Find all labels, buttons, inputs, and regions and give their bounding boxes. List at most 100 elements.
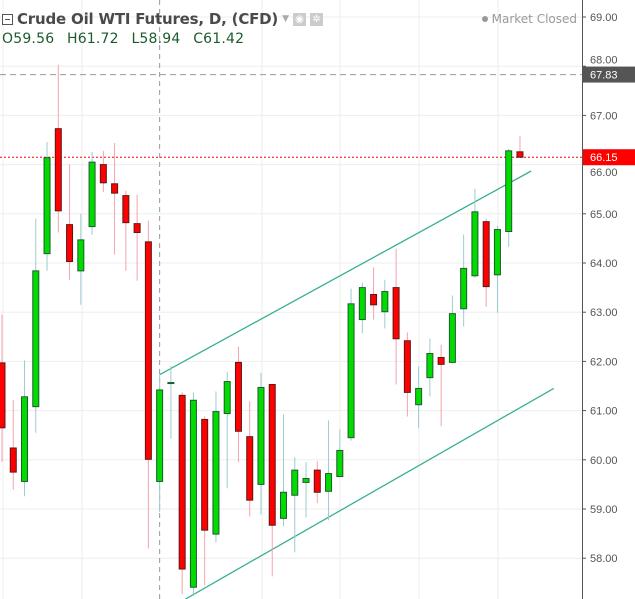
candle-body (313, 469, 321, 493)
candle-body (460, 267, 468, 310)
caret-down-icon[interactable]: ▼ (282, 14, 290, 24)
crosshair-price-label-bg (583, 66, 635, 83)
candle (54, 64, 62, 233)
candle (280, 414, 287, 527)
candle (0, 314, 6, 462)
candle-body (54, 128, 62, 212)
crosshair-price-label: 67.83 (590, 70, 618, 82)
candle (516, 136, 524, 158)
price-axis-label: 58.00 (590, 553, 618, 565)
eye-icon[interactable]: ◉ (293, 12, 307, 26)
candle-body (358, 287, 366, 321)
candle-body (516, 151, 524, 158)
candle-body (234, 361, 242, 432)
candle-body (0, 362, 6, 429)
candle (257, 372, 265, 515)
price-axis-label: 59.00 (590, 504, 618, 516)
candle-body (493, 229, 501, 276)
candle-body (144, 241, 152, 460)
candle (122, 190, 130, 271)
candle (21, 360, 29, 497)
price-axis-bg (582, 0, 635, 599)
candle (32, 218, 40, 433)
candle (178, 392, 186, 595)
candle-body (133, 223, 141, 233)
candle (471, 188, 479, 278)
candle (302, 462, 310, 518)
candle-body (280, 491, 287, 519)
symbol-title[interactable]: Crude Oil WTI Futures, D, (CFD) (17, 10, 279, 28)
candle (291, 457, 299, 553)
candle (437, 344, 445, 427)
price-axis-label: 69.00 (590, 12, 618, 24)
candle-body (201, 418, 209, 531)
candle (313, 461, 321, 504)
candle (77, 213, 85, 305)
candle (144, 220, 152, 549)
price-axis-label: 65.00 (590, 209, 618, 221)
candle (156, 375, 164, 512)
candle-body (32, 270, 40, 408)
open-value: O59.56 (2, 31, 55, 47)
ohlc-values: O59.56 H61.72 L58.94 C61.42 (2, 31, 323, 47)
candle-body (347, 303, 355, 439)
candle (9, 399, 17, 490)
market-status-label: Market Closed (491, 12, 577, 26)
candle (223, 371, 231, 489)
channel-trendline (185, 387, 555, 599)
candle (43, 141, 51, 271)
candle-body (505, 150, 513, 233)
price-axis-label: 62.00 (590, 356, 618, 368)
candle-body (212, 411, 220, 535)
candle (358, 282, 366, 334)
candle-body (257, 386, 265, 485)
candle (234, 346, 242, 463)
candle-body (381, 291, 389, 313)
candle-body (43, 157, 51, 255)
close-value: C61.42 (193, 31, 245, 47)
price-axis-label: 61.00 (590, 406, 618, 418)
candle-body (66, 224, 74, 263)
channel-trendline (159, 170, 532, 376)
candle (460, 234, 468, 327)
candle (246, 401, 254, 517)
candle (347, 288, 355, 441)
candle (133, 194, 141, 281)
candle (505, 148, 513, 247)
candle-body (291, 469, 299, 496)
status-dot-icon (481, 16, 488, 22)
price-axis-label: 60.00 (590, 455, 618, 467)
candle (66, 164, 74, 280)
candle (381, 279, 389, 329)
candle-body (223, 381, 231, 415)
price-axis-label: 64.00 (590, 258, 618, 270)
last-price-label: 66.15 (590, 152, 618, 164)
chart-legend: Crude Oil WTI Futures, D, (CFD) ▼ ◉ ✲ O5… (2, 10, 324, 47)
candle-body (336, 449, 344, 478)
candle (268, 384, 276, 577)
candle-body (448, 313, 456, 363)
candle-body (426, 353, 434, 379)
candle-body (403, 340, 411, 393)
candle (415, 366, 423, 429)
candle (99, 150, 107, 193)
collapse-icon[interactable] (2, 13, 13, 25)
candle (482, 218, 490, 307)
candle-body (99, 164, 107, 184)
candle (88, 151, 96, 235)
gear-icon[interactable]: ✲ (310, 12, 324, 26)
candle-body (77, 239, 85, 272)
high-value: H61.72 (66, 31, 119, 47)
price-axis-label: 68.00 (590, 55, 618, 67)
candle (325, 420, 333, 521)
candle-body (268, 384, 276, 526)
candle-body (111, 183, 119, 194)
candle-body (482, 221, 490, 288)
candle-body (370, 293, 378, 306)
candle-body (302, 477, 310, 483)
candle (403, 332, 411, 417)
candle-body (437, 356, 445, 365)
candle (111, 142, 119, 255)
market-status: Market Closed (481, 12, 577, 26)
